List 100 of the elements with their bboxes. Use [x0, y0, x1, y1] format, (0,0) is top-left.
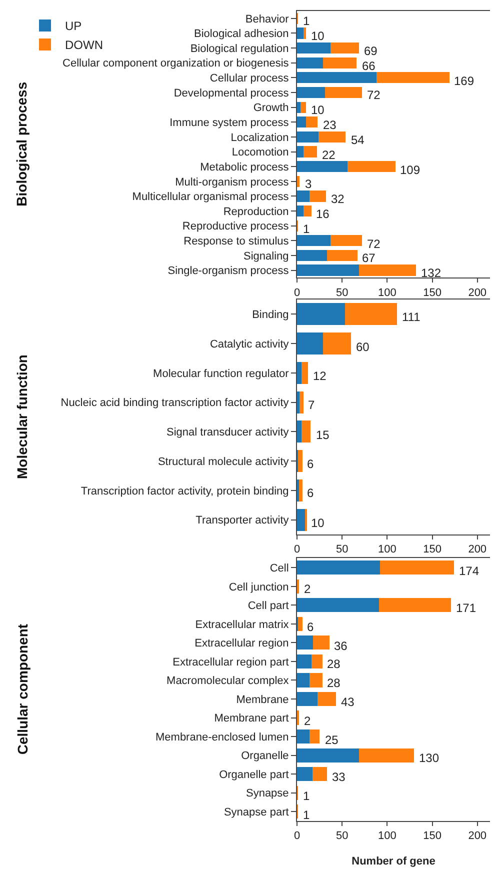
total-label: 10 — [311, 516, 325, 530]
y-tick-label: Reproduction — [223, 206, 289, 218]
x-tick-label: 200 — [468, 286, 487, 299]
total-label: 10 — [311, 103, 325, 117]
bar — [348, 161, 396, 172]
bar — [297, 86, 325, 98]
total-label: 28 — [327, 676, 341, 690]
legend-label: UP — [65, 19, 82, 34]
total-label: 33 — [332, 770, 346, 784]
total-label: 169 — [454, 74, 474, 88]
total-label: 171 — [456, 601, 476, 615]
total-label: 28 — [327, 657, 341, 671]
total-label: 43 — [341, 695, 355, 709]
bar — [297, 654, 312, 669]
bar — [297, 102, 301, 113]
bar — [297, 116, 306, 128]
y-axis-title: Biological process — [14, 82, 30, 206]
bar — [300, 102, 306, 113]
bar — [297, 560, 380, 575]
total-label: 3 — [305, 177, 312, 191]
y-tick-label: Reproductive process — [182, 220, 290, 233]
y-tick-label: Response to stimulus — [184, 236, 290, 248]
y-tick-label: Extracellular matrix — [195, 618, 290, 631]
total-label: 132 — [421, 266, 442, 280]
bar — [297, 391, 300, 414]
x-tick-label: 100 — [378, 830, 396, 842]
total-label: 12 — [313, 369, 327, 383]
total-label: 6 — [307, 457, 314, 471]
x-tick-label: 200 — [468, 830, 487, 842]
bar — [297, 598, 380, 612]
bar — [297, 673, 310, 688]
y-tick-label: Membrane part — [214, 712, 289, 725]
total-label: 23 — [323, 118, 337, 132]
x-tick-label: 100 — [378, 544, 396, 556]
bar — [330, 42, 360, 54]
total-label: 1 — [303, 789, 310, 803]
bar — [297, 264, 360, 276]
y-tick-label: Molecular function regulator — [153, 368, 290, 380]
y-axis-title: Molecular function — [14, 354, 30, 479]
y-tick-label: Cell — [270, 562, 289, 574]
bar — [297, 420, 302, 443]
bar — [297, 131, 319, 142]
total-label: 174 — [459, 564, 480, 578]
x-tick-label: 150 — [423, 830, 442, 842]
total-label: 1 — [303, 14, 310, 28]
x-tick-label: 150 — [423, 544, 442, 556]
y-tick-label: Transporter activity — [196, 514, 290, 527]
total-label: 36 — [334, 639, 348, 653]
total-label: 130 — [419, 751, 440, 765]
x-axis-title: Number of gene — [352, 855, 436, 868]
y-tick-label: Macromolecular complex — [166, 675, 290, 688]
total-label: 22 — [322, 148, 336, 162]
total-label: 72 — [367, 88, 381, 102]
x-tick-label: 0 — [294, 544, 300, 556]
x-tick-label: 50 — [336, 286, 348, 299]
bar — [310, 190, 326, 202]
bar — [318, 131, 346, 142]
bar — [302, 420, 311, 443]
bar — [297, 767, 312, 782]
y-tick-label: Organelle part — [219, 768, 289, 781]
x-tick-label: 50 — [336, 544, 348, 556]
y-tick-label: Multi-organism process — [175, 176, 290, 188]
bar — [303, 146, 317, 158]
y-tick-label: Membrane-enclosed lumen — [156, 731, 289, 744]
bar — [344, 303, 398, 326]
bar — [310, 730, 320, 744]
y-tick-label: Extracellular region — [194, 638, 289, 650]
bar — [318, 692, 336, 706]
bar — [297, 42, 330, 54]
bar — [297, 748, 360, 762]
y-tick-label: Metabolic process — [200, 161, 290, 174]
y-tick-label: Multicellular organismal process — [132, 191, 290, 204]
total-label: 25 — [325, 733, 339, 747]
bar — [297, 303, 345, 326]
bar — [297, 692, 318, 706]
bar — [302, 362, 308, 384]
y-tick-label: Cell part — [248, 600, 289, 612]
y-tick-label: Locomotion — [232, 146, 289, 159]
y-tick-label: Cellular component organization or biogenesis — [62, 58, 290, 70]
y-tick-label: Synapse part — [224, 806, 289, 818]
bar — [298, 450, 302, 472]
bar — [297, 508, 306, 531]
y-tick-label: Synapse — [246, 788, 289, 800]
y-tick-label: Growth — [253, 102, 289, 114]
bar — [297, 235, 330, 246]
bar — [298, 479, 302, 502]
y-tick-label: Structural molecule activity — [158, 456, 290, 468]
total-label: 72 — [367, 237, 381, 251]
bar — [326, 250, 358, 262]
bar — [298, 616, 302, 631]
total-label: 10 — [311, 29, 325, 43]
x-tick-label: 150 — [423, 286, 442, 299]
bar — [297, 57, 324, 68]
bar — [312, 767, 327, 782]
x-tick-label: 100 — [378, 286, 396, 299]
total-label: 109 — [400, 163, 420, 177]
bar — [297, 730, 310, 744]
bar — [297, 28, 304, 39]
bar — [306, 116, 318, 128]
y-tick-label: Signaling — [244, 250, 289, 262]
